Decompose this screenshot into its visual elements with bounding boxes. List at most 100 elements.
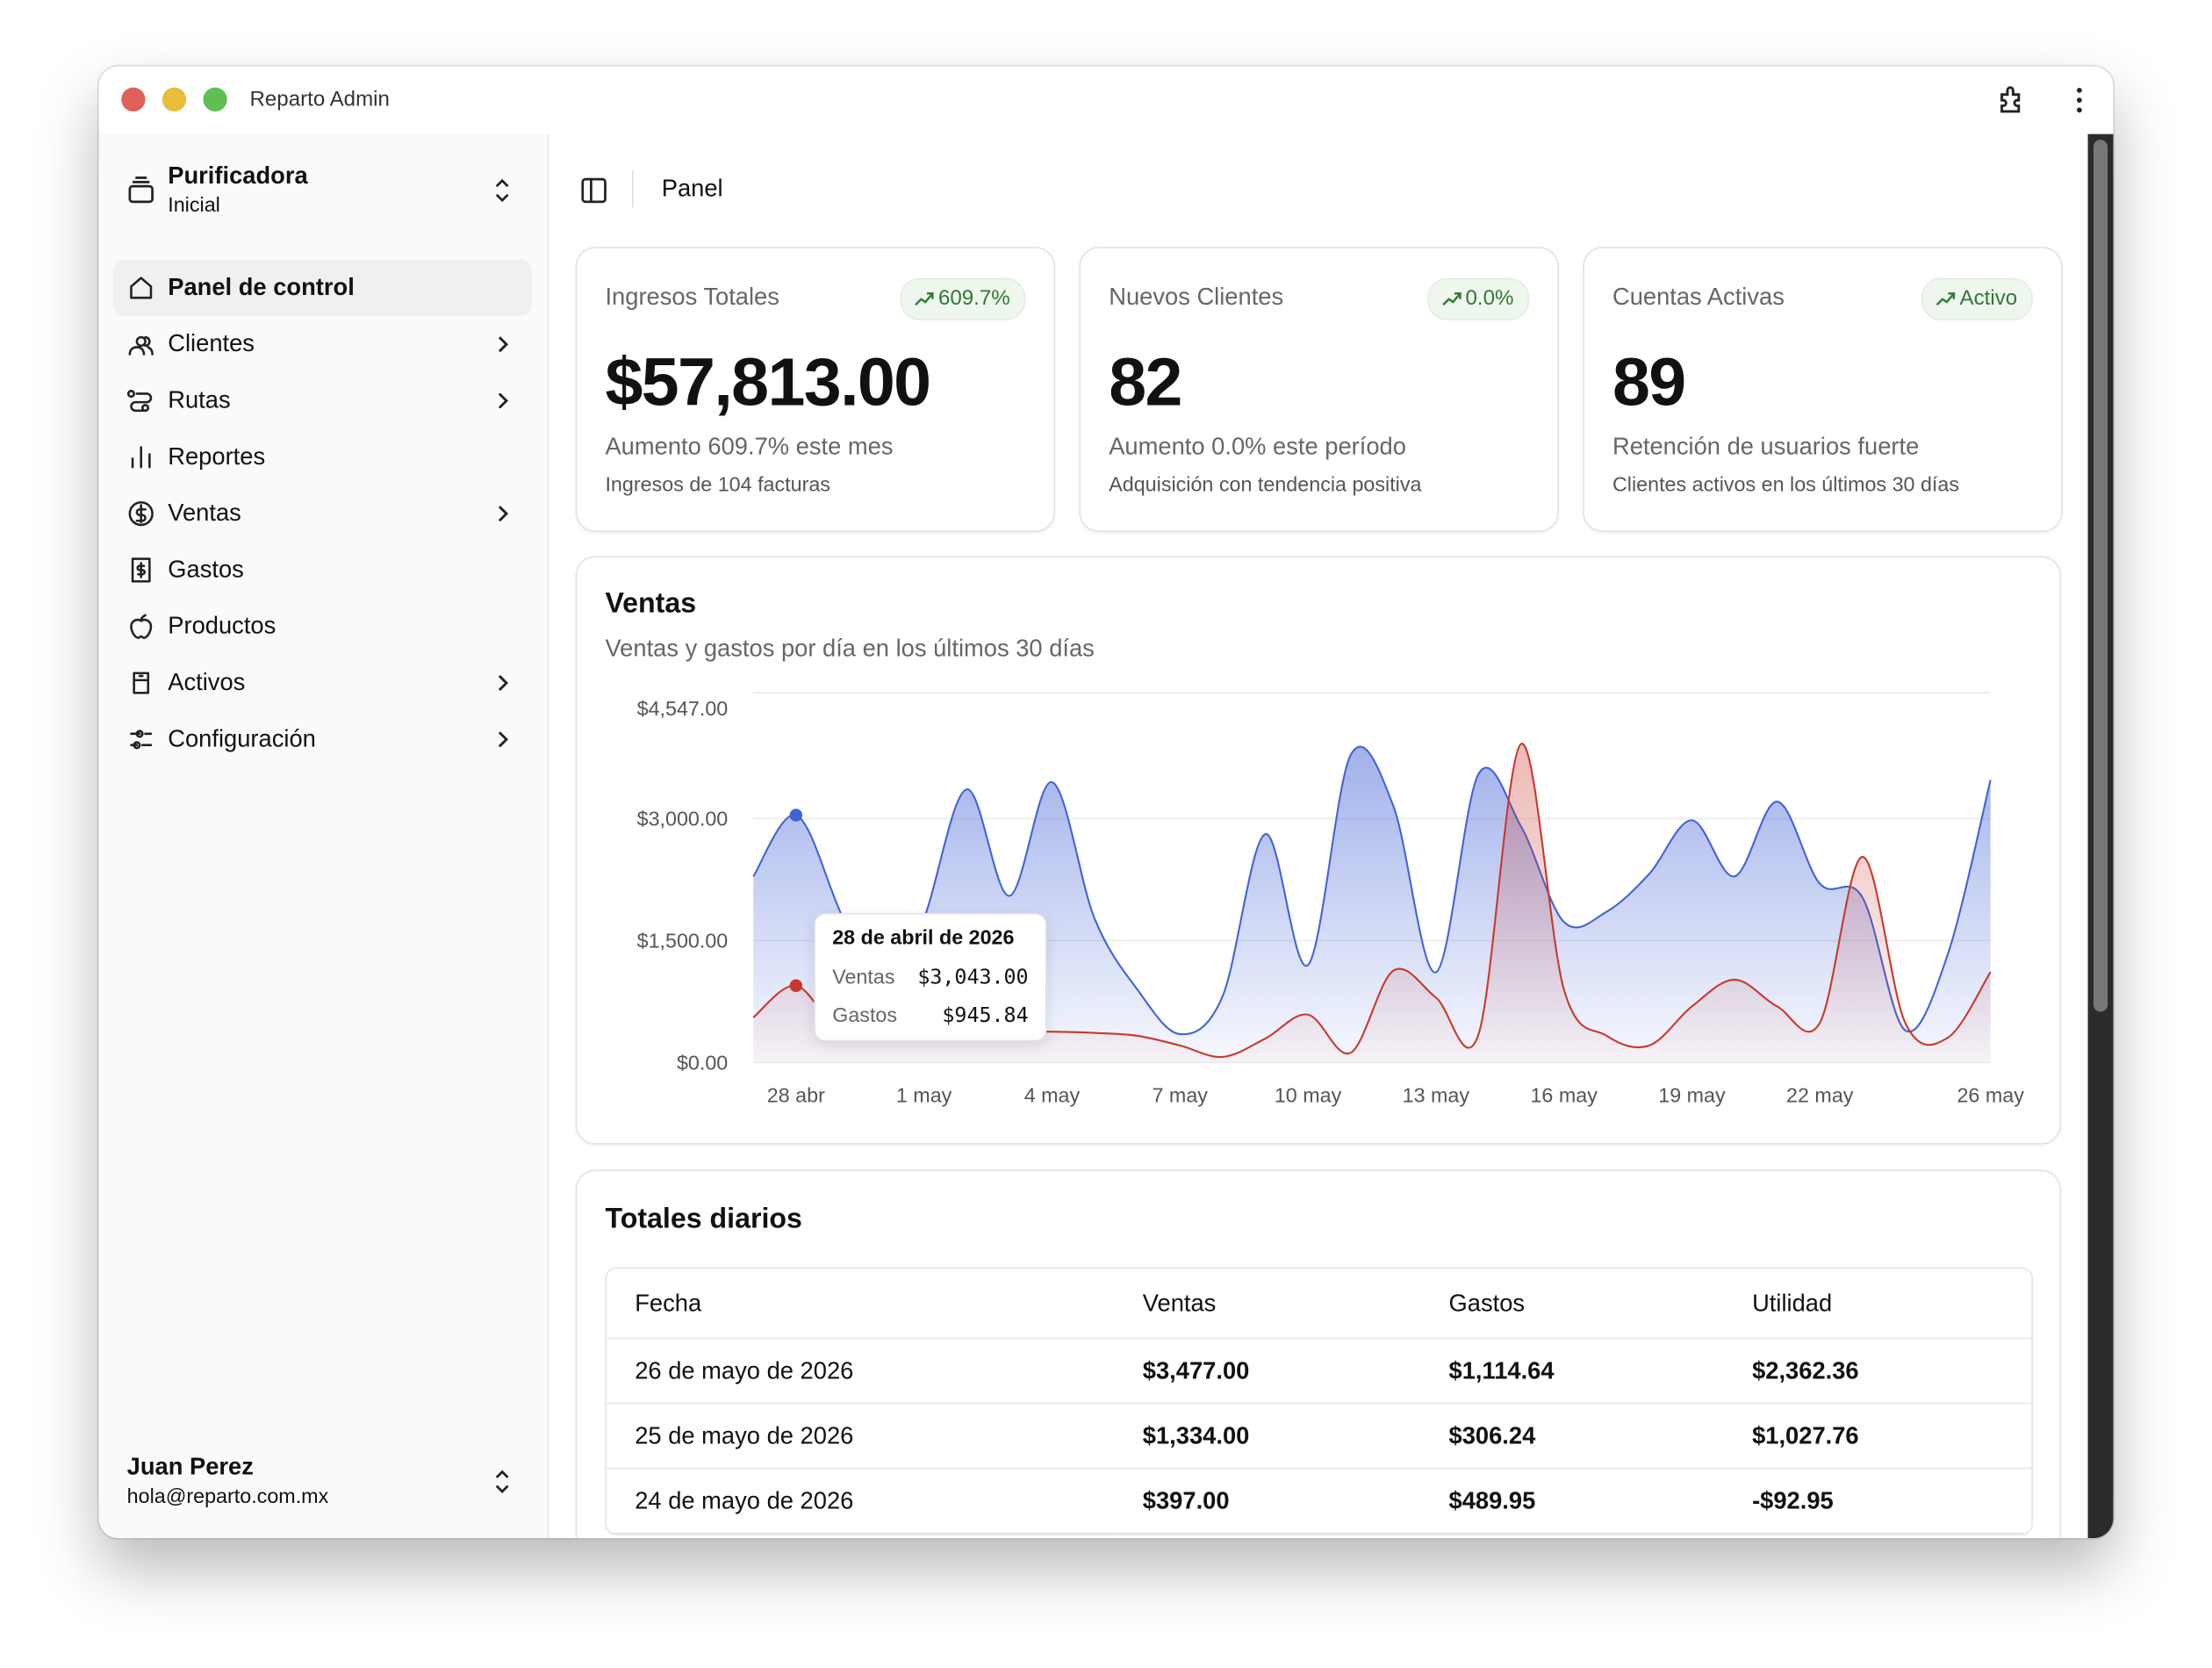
minimize-button[interactable] (162, 87, 187, 111)
browser-window: Reparto Admin Purificadora Inicial Panel… (98, 66, 2114, 1539)
table-header: Fecha Ventas Gastos Utilidad (607, 1269, 2032, 1340)
table-cell: 26 de mayo de 2026 (607, 1338, 1115, 1405)
zoom-button[interactable] (203, 87, 227, 111)
nav-icon-path (130, 730, 153, 750)
chart-title: Ventas (605, 588, 697, 620)
area (753, 744, 1991, 1063)
chevron-path (498, 731, 509, 748)
card-value: 82 (1109, 345, 1182, 421)
chevron (498, 731, 509, 748)
trend-path (915, 292, 935, 306)
table-cell: $397.00 (1114, 1468, 1421, 1535)
nav-icon-path (131, 446, 151, 469)
nav-label: Rutas (168, 386, 231, 413)
user-menu-icon[interactable] (491, 1468, 514, 1496)
nav-item[interactable]: Rutas (113, 372, 532, 428)
nav-item[interactable]: Panel de control (112, 259, 532, 317)
chevron-path (498, 506, 509, 522)
x-tick-label: 16 may (1530, 1083, 1598, 1106)
nav-item[interactable]: Ventas (113, 485, 532, 542)
nav-item[interactable]: Productos (113, 599, 532, 655)
nav-item[interactable]: Activos (113, 655, 532, 711)
badge: 609.7% (900, 277, 1026, 320)
nav-item[interactable]: Clientes (113, 316, 532, 372)
page-title: Panel (661, 175, 723, 202)
x-tick-label: 1 may (896, 1083, 952, 1106)
y-tick-label: $0.00 (677, 1051, 728, 1074)
nav-icon-path (130, 614, 153, 639)
x-tick-label: 7 may (1153, 1083, 1209, 1106)
sidebar-toggle[interactable] (580, 176, 608, 205)
nav-icon-path (126, 390, 153, 413)
nav-icon (131, 446, 151, 469)
nav-label: Reportes (168, 442, 266, 471)
x-tick-label: 4 may (1024, 1083, 1081, 1106)
card-value: 89 (1612, 345, 1686, 421)
nav-icon (131, 557, 151, 583)
nav-item[interactable]: Configuración (113, 711, 532, 767)
extensions-icon[interactable] (1994, 83, 2029, 118)
divider (631, 170, 634, 208)
line (752, 745, 1992, 1036)
chevron (498, 674, 509, 692)
x-tick-label: 22 may (1786, 1083, 1854, 1106)
scrollbar[interactable] (2087, 133, 2114, 1539)
y-tick-label: $4,547.00 (637, 697, 729, 720)
nav-label: Gastos (168, 556, 244, 583)
active-dot (789, 809, 803, 822)
org-name[interactable]: Purificadora (168, 162, 308, 190)
x-tick-label: 10 may (1275, 1083, 1342, 1106)
y-tick-label: $1,500.00 (637, 929, 729, 952)
stat-card: Ingresos Totales 609.7% $57,813.00 Aumento … (575, 247, 1056, 532)
stat-card: Nuevos Clientes 0.0% 82 Aumento 0.0% este p… (1079, 247, 1559, 532)
active-dot (789, 979, 803, 993)
org-plan: Inicial (168, 194, 220, 218)
menu-icon[interactable] (2068, 83, 2091, 118)
card-title: Nuevos Clientes (1109, 284, 1284, 311)
chevron (498, 336, 509, 353)
table-title: Totales diarios (605, 1204, 802, 1235)
table-cell: $3,477.00 (1114, 1338, 1421, 1405)
trend-icon (1441, 292, 1462, 306)
tooltip-label: Gastos (832, 1004, 898, 1028)
column-header: Ventas (1114, 1269, 1421, 1340)
org-switch-icon[interactable] (491, 176, 514, 205)
user-name[interactable]: Juan Perez (126, 1453, 254, 1481)
trend-path (1441, 292, 1462, 306)
nav-item[interactable]: Reportes (113, 429, 532, 485)
nav-icon-path (130, 277, 153, 299)
nav-icon (130, 277, 153, 299)
nav-icon-path (133, 672, 150, 694)
window-title: Reparto Admin (249, 87, 390, 111)
card-note: Clientes activos en los últimos 30 días (1612, 474, 1960, 497)
nav-icon (128, 500, 154, 527)
table: Fecha Ventas Gastos Utilidad 26 de mayo de 2… (607, 1269, 2032, 1535)
chart: $0.00 $1,500.00 $3,000.00 $4,547.00 28 abr 1 … (637, 692, 2024, 1106)
table-card: Totales diarios Fecha Ventas Gastos Utilida… (575, 1169, 2062, 1539)
close-button[interactable] (121, 87, 146, 111)
chevron-path (498, 674, 509, 692)
chevron-path (498, 336, 509, 353)
badge-text: Activo (1959, 286, 2018, 311)
x-tick-label: 26 may (1957, 1083, 2024, 1106)
table-cell: $2,362.36 (1723, 1338, 2032, 1405)
user-email: hola@reparto.com.mx (126, 1485, 329, 1509)
table-cell: -$92.95 (1723, 1468, 2032, 1535)
table-frame: Fecha Ventas Gastos Utilidad 26 de mayo de 2… (605, 1267, 2033, 1535)
column-header: Utilidad (1723, 1269, 2032, 1340)
tooltip-value: $945.84 (942, 1004, 1029, 1028)
nav-icon (133, 672, 150, 694)
card-description: Retención de usuarios fuerte (1612, 433, 1920, 461)
nav-label: Panel de control (168, 273, 355, 301)
nav-item[interactable]: Gastos (113, 542, 532, 598)
trend-path (1936, 292, 1956, 306)
tooltip-value: $3,043.00 (917, 967, 1029, 989)
column-header: Fecha (607, 1269, 1115, 1340)
table-cell: 24 de mayo de 2026 (607, 1468, 1115, 1535)
badge: 0.0% (1427, 277, 1530, 320)
nav-label: Clientes (168, 330, 255, 357)
tooltip: 28 de abril de 2026 Ventas $3,043.00 Gas… (814, 912, 1047, 1042)
y-tick-label: $3,000.00 (637, 808, 729, 830)
card-description: Aumento 0.0% este período (1109, 433, 1406, 461)
